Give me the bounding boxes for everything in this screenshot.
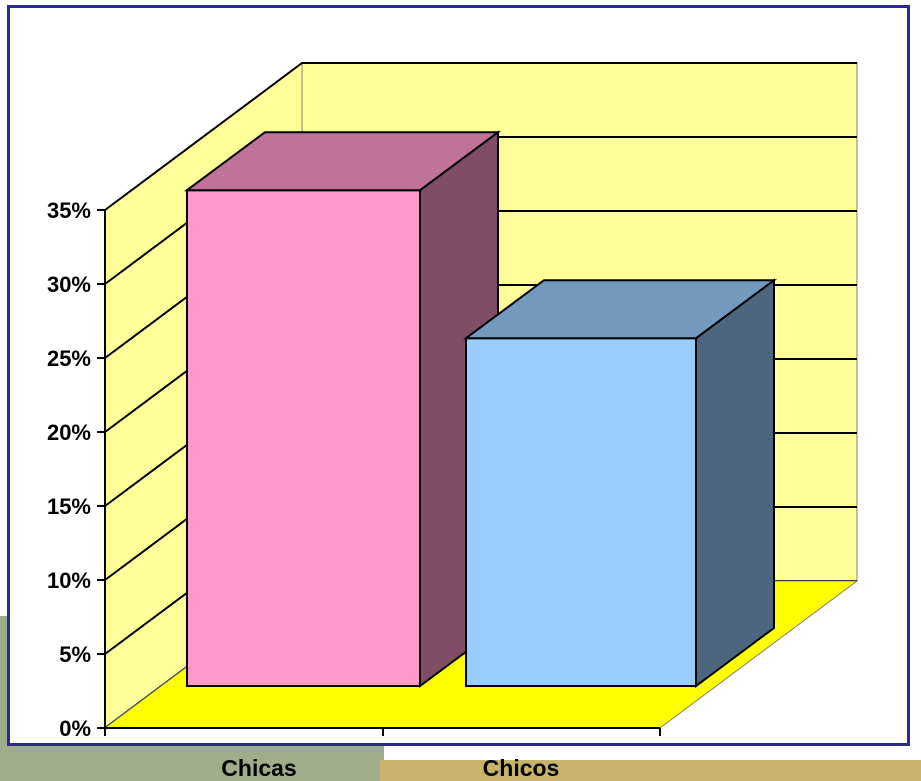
bar-top: [462, 279, 778, 340]
x-tick-label: Chicas: [221, 755, 296, 781]
y-tick-label: 10%: [47, 568, 91, 593]
y-tick-label: 25%: [47, 346, 91, 371]
grid-line: [104, 62, 857, 211]
x-axis-tick-labels: Chicas Chicos: [221, 755, 559, 781]
y-tick-label: 5%: [59, 642, 91, 667]
bar-front: [465, 337, 697, 687]
axes: [97, 209, 661, 736]
bar-chicas: [183, 130, 502, 688]
y-tick-label: 15%: [47, 494, 91, 519]
y-tick-label: 0%: [59, 716, 91, 741]
bar-side: [695, 278, 775, 688]
bars: [183, 130, 778, 688]
bar-top: [183, 131, 502, 192]
background-stripe-right: [380, 760, 921, 781]
y-tick-label: 20%: [47, 420, 91, 445]
y-axis-tick-labels: 0% 5% 10% 15% 20% 25% 30% 35%: [47, 198, 91, 741]
bar-chicos: [462, 278, 778, 688]
bar-front: [186, 189, 421, 687]
x-tick-label: Chicos: [483, 755, 560, 781]
y-tick-label: 35%: [47, 198, 91, 223]
y-tick-label: 30%: [47, 272, 91, 297]
